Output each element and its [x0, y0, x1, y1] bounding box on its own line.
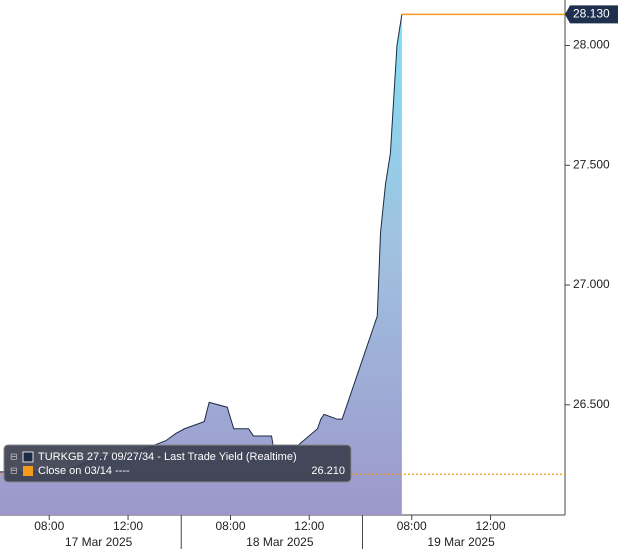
- x-tick-label: 08:00: [34, 519, 64, 533]
- day-label: 19 Mar 2025: [427, 535, 495, 549]
- legend-box: [3, 444, 352, 483]
- legend-label: TURKGB 27.7 09/27/34 - Last Trade Yield …: [38, 451, 297, 463]
- value-badge: [565, 5, 618, 24]
- x-tick-label: 12:00: [294, 519, 324, 533]
- x-tick-label: 08:00: [397, 519, 427, 533]
- x-tick-label: 12:00: [476, 519, 506, 533]
- x-tick-label: 08:00: [215, 519, 245, 533]
- y-tick-label: 27.000: [573, 277, 610, 291]
- y-tick-label: 28.000: [573, 38, 610, 52]
- legend-toggle: ⊟: [10, 465, 18, 475]
- area: [0, 14, 402, 515]
- legend-swatch: [23, 466, 33, 476]
- legend-toggle: ⊟: [10, 451, 18, 461]
- legend-swatch: [22, 451, 34, 463]
- y-tick-label: 27.500: [573, 157, 610, 171]
- y-tick-label: 26.500: [573, 397, 610, 411]
- legend-value: 26.210: [311, 465, 345, 477]
- day-label: 18 Mar 2025: [246, 535, 314, 549]
- line: [0, 14, 403, 473]
- legend-label: Close on 03/14 ----: [38, 465, 130, 477]
- x-tick-label: 12:00: [113, 519, 143, 533]
- value-label: 28.130: [573, 7, 610, 21]
- day-label: 17 Mar 2025: [65, 535, 133, 549]
